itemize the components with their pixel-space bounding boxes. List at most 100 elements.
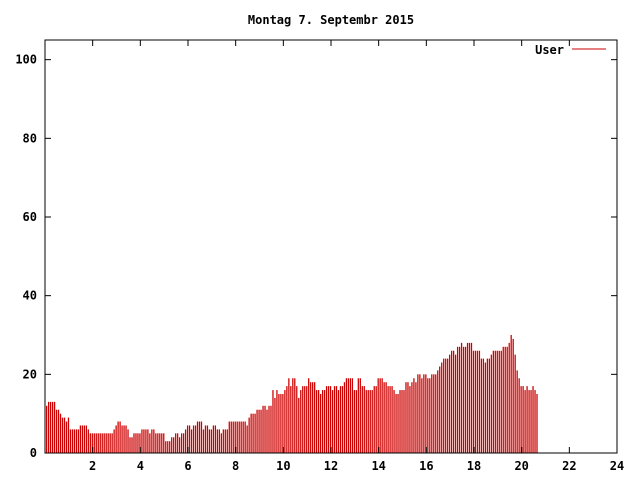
y-tick-label: 0	[30, 446, 37, 460]
bar	[319, 394, 322, 453]
bar	[532, 386, 534, 453]
bar	[407, 382, 409, 453]
bar	[317, 390, 320, 453]
bar	[240, 421, 242, 453]
bar	[478, 350, 481, 453]
bar	[381, 378, 383, 453]
bar	[337, 390, 340, 453]
bar	[516, 370, 518, 453]
bar	[411, 382, 413, 453]
bar	[462, 346, 465, 453]
bar	[99, 433, 101, 453]
bar	[433, 374, 435, 453]
bar	[67, 417, 70, 453]
bar	[216, 429, 219, 453]
bar	[171, 437, 173, 453]
x-tick-label: 18	[467, 459, 481, 473]
bar	[139, 433, 141, 453]
bar	[282, 394, 284, 453]
bar	[468, 342, 471, 453]
bar	[163, 433, 165, 453]
bar	[534, 390, 536, 453]
bar	[391, 386, 393, 453]
y-tick-label: 20	[23, 367, 37, 381]
x-tick-label: 8	[232, 459, 239, 473]
bar	[202, 429, 205, 453]
bar	[296, 386, 298, 453]
bar	[387, 386, 389, 453]
bar	[175, 433, 177, 453]
bar	[159, 433, 161, 453]
bar	[316, 390, 318, 453]
bar	[137, 433, 139, 453]
bar	[190, 429, 193, 453]
bar	[280, 394, 282, 453]
bar	[490, 354, 492, 453]
bar	[101, 433, 103, 453]
bar	[258, 409, 260, 453]
bar	[55, 409, 58, 453]
bar	[321, 390, 324, 453]
chart-title: Montag 7. Septembr 2015	[248, 13, 414, 27]
bar	[413, 378, 415, 453]
legend: User	[535, 43, 606, 57]
bar	[131, 437, 133, 453]
bar	[460, 342, 463, 453]
bar	[512, 338, 514, 453]
bar	[369, 390, 371, 453]
bar	[325, 386, 328, 453]
bar	[486, 358, 489, 453]
bar	[226, 429, 228, 453]
bar	[357, 378, 359, 453]
bar	[194, 425, 197, 453]
bar	[292, 378, 294, 453]
bar	[91, 433, 93, 453]
bar	[81, 425, 84, 453]
bar	[375, 386, 377, 453]
bar	[268, 405, 270, 453]
bar	[409, 386, 411, 453]
bar	[345, 378, 348, 453]
bar	[314, 382, 316, 453]
bar	[365, 390, 367, 453]
bar	[466, 342, 469, 453]
bar	[335, 386, 338, 453]
bar	[306, 386, 308, 453]
bar	[97, 433, 99, 453]
bar	[310, 382, 312, 453]
bar	[373, 386, 375, 453]
bar	[149, 433, 151, 453]
bar	[196, 421, 199, 453]
bar	[73, 429, 76, 453]
bar	[107, 433, 109, 453]
bar	[447, 358, 449, 453]
bar	[111, 433, 113, 453]
bar	[445, 358, 447, 453]
bar	[155, 433, 157, 453]
bar	[87, 429, 89, 453]
bar	[480, 358, 483, 453]
bar-series-user	[46, 335, 538, 453]
bar	[218, 429, 220, 453]
bar	[405, 382, 407, 453]
bar	[520, 386, 522, 453]
bar	[89, 433, 91, 453]
bar	[109, 433, 111, 453]
bar	[439, 366, 441, 453]
bar	[300, 390, 302, 453]
bar	[484, 362, 487, 453]
bar	[141, 429, 143, 453]
x-tick-label: 4	[137, 459, 144, 473]
bar	[518, 378, 520, 453]
bar	[127, 429, 129, 453]
bar	[379, 378, 381, 453]
bar	[452, 350, 455, 453]
bar	[341, 386, 344, 453]
x-tick-label: 20	[514, 459, 528, 473]
bar	[224, 429, 226, 453]
bar	[46, 405, 48, 453]
bar	[186, 425, 189, 453]
bar	[123, 425, 125, 453]
bar	[454, 354, 457, 453]
bar	[125, 425, 127, 453]
